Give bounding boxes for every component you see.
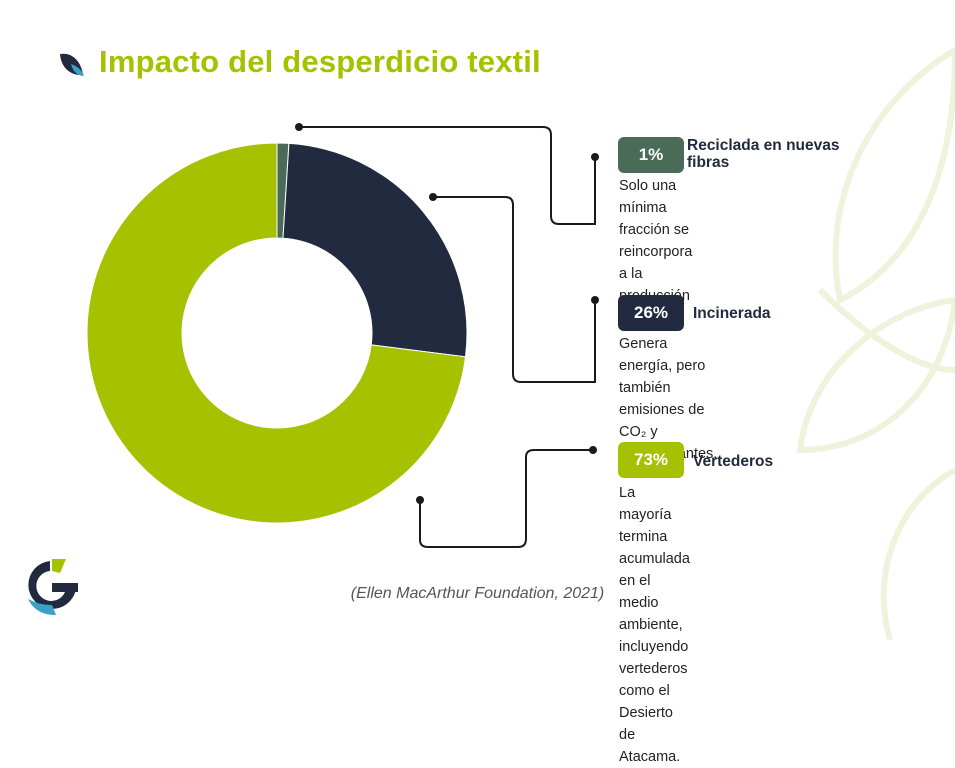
page-title: Impacto del desperdicio textil (99, 44, 541, 79)
legend-label: Reciclada en nuevas fibras (687, 137, 840, 171)
legend-label: Vertederos (693, 453, 774, 470)
slice-incinerated (282, 142, 468, 358)
slice-landfill (86, 142, 467, 524)
connector-dot (591, 296, 599, 304)
connector-landfill (419, 449, 593, 548)
legend-description: La mayoría termina acumulada en el medio… (619, 485, 690, 765)
source-citation: (Ellen MacArthur Foundation, 2021) (350, 585, 605, 602)
percent-badge: 26% (618, 295, 684, 331)
connector-dot (295, 123, 303, 131)
percent-badge: 73% (618, 442, 684, 478)
legend-description: Genera energía, pero también emisiones d… (619, 336, 717, 462)
connector-dot (429, 193, 437, 201)
connector-recycled (299, 126, 596, 225)
decorative-leaf-pattern (796, 46, 955, 640)
leaf-icon (60, 53, 84, 76)
connector-dot (591, 153, 599, 161)
donut-chart (86, 123, 599, 548)
percent-badge: 1% (618, 137, 684, 173)
legend-label: Incinerada (693, 305, 771, 322)
connector-incinerated (433, 196, 596, 383)
brand-logo-g-icon (28, 559, 78, 615)
slide: Impacto del desperdicio textil 1% Recicl… (28, 44, 955, 765)
connector-dot (416, 496, 424, 504)
connector-dot (589, 446, 597, 454)
